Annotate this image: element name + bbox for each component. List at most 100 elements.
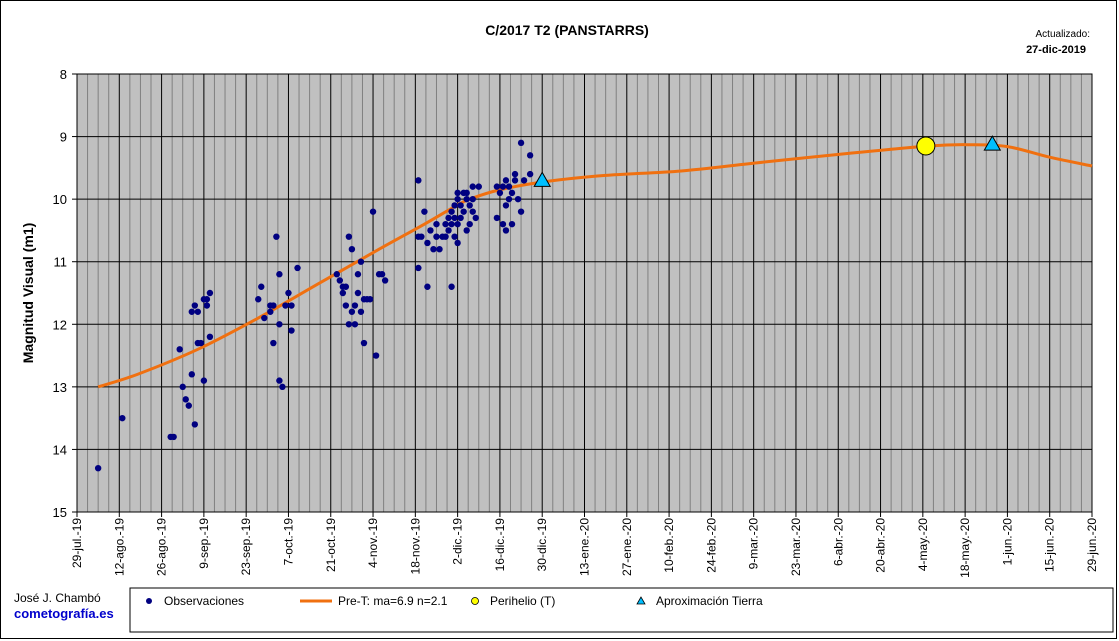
observation-point: [448, 283, 455, 290]
site-credit: cometografía.es: [14, 606, 114, 621]
observation-point: [288, 302, 295, 309]
observation-point: [415, 177, 422, 184]
x-tick-label: 23-mar.-20: [789, 518, 803, 576]
observation-point: [339, 289, 347, 297]
observation-point: [454, 195, 461, 203]
x-tick-label: 29-jul.-19: [70, 518, 84, 568]
observation-point: [448, 208, 455, 215]
observation-point: [342, 283, 350, 290]
observation-point: [448, 220, 455, 228]
x-tick-label: 13-ene.-20: [578, 518, 592, 576]
y-tick-label: 11: [54, 255, 68, 270]
observation-point: [430, 246, 437, 253]
observation-point: [194, 308, 202, 315]
observation-point: [421, 208, 428, 215]
observation-point: [188, 371, 195, 378]
x-tick-label: 16-dic.-19: [493, 518, 507, 572]
observation-point: [267, 308, 274, 315]
observation-point: [276, 321, 283, 328]
chart-title: C/2017 T2 (PANSTARRS): [485, 22, 649, 38]
x-tick-label: 2-dic.-19: [451, 518, 465, 565]
observation-point: [451, 202, 458, 209]
x-tick-label: 9-mar.-20: [747, 518, 761, 570]
y-axis-ticks: 8 9 10 11 12 13 14 15: [53, 67, 77, 520]
x-tick-label: 10-feb.-20: [662, 518, 676, 573]
observation-point: [520, 177, 528, 184]
updated-date: 27-dic-2019: [1026, 44, 1086, 56]
observation-point: [451, 214, 458, 222]
observation-point: [279, 383, 286, 391]
observation-point: [351, 321, 359, 328]
observation-point: [372, 352, 380, 359]
observation-point: [454, 189, 461, 197]
x-tick-label: 30-dic.-19: [535, 518, 549, 572]
observation-point: [342, 302, 350, 309]
x-tick-label: 1-jun.-20: [1000, 518, 1014, 566]
y-tick-label: 14: [53, 442, 67, 457]
observation-point: [288, 327, 295, 334]
legend-label: Pre-T: ma=6.9 n=2.1: [338, 594, 448, 608]
x-tick-label: 24-feb.-20: [704, 518, 718, 573]
observation-point: [493, 183, 501, 190]
x-tick-label: 20-abr.-20: [874, 518, 888, 573]
x-tick-label: 4-nov.-19: [366, 518, 380, 568]
observation-point: [517, 139, 525, 147]
observation-point: [442, 220, 449, 228]
observation-point: [454, 239, 461, 247]
legend-label: Aproximación Tierra: [656, 594, 763, 608]
observation-point: [200, 377, 208, 384]
observation-point: [176, 346, 183, 353]
observation-point: [526, 170, 534, 178]
observation-point: [508, 189, 516, 197]
observation-point: [469, 195, 476, 203]
observation-point: [424, 239, 431, 247]
observation-point: [366, 296, 374, 303]
observation-point: [469, 183, 476, 190]
series-layer: [94, 135, 1093, 472]
observation-point: [427, 227, 434, 234]
x-tick-label: 27-ene.-20: [620, 518, 634, 576]
y-tick-label: 10: [53, 192, 67, 207]
observation-point: [345, 321, 353, 328]
observation-point: [463, 195, 470, 203]
observation-point: [415, 264, 422, 272]
observation-point: [357, 308, 365, 315]
observation-point: [463, 189, 470, 197]
x-tick-label: 21-oct.-19: [324, 518, 338, 572]
observation-point: [454, 220, 461, 228]
observation-point: [188, 308, 195, 315]
observation-point: [185, 402, 192, 409]
observation-point: [511, 170, 519, 178]
x-tick-label: 9-sep.-19: [197, 518, 211, 569]
observation-point: [496, 189, 504, 197]
observation-point: [333, 271, 340, 278]
observation-point: [270, 302, 277, 309]
observation-point: [445, 227, 452, 234]
fit-curve: [97, 143, 1093, 389]
observation-point: [182, 396, 189, 403]
x-tick-label: 18-nov.-19: [408, 518, 422, 575]
observation-point: [94, 465, 102, 472]
legend: [129, 587, 1114, 633]
perihelion-marker: [916, 136, 936, 156]
observation-point: [502, 177, 510, 184]
observation-point: [472, 214, 479, 222]
observation-point: [418, 233, 425, 240]
observation-point: [381, 277, 389, 284]
legend-label: Observaciones: [164, 594, 244, 608]
x-tick-label: 18-may.-20: [958, 518, 972, 578]
earth-approach-marker: [533, 171, 552, 187]
y-tick-label: 12: [53, 317, 67, 332]
observation-point: [203, 296, 211, 303]
x-tick-label: 29-jun.-20: [1085, 518, 1099, 572]
observation-point: [508, 220, 516, 228]
observation-point: [493, 214, 501, 222]
x-tick-label: 23-sep.-19: [239, 518, 253, 576]
x-tick-label: 4-may.-20: [916, 518, 930, 571]
observation-point: [255, 296, 262, 303]
x-tick-label: 6-abr.-20: [831, 518, 845, 566]
observation-point: [294, 264, 301, 272]
y-tick-label: 8: [60, 67, 67, 82]
